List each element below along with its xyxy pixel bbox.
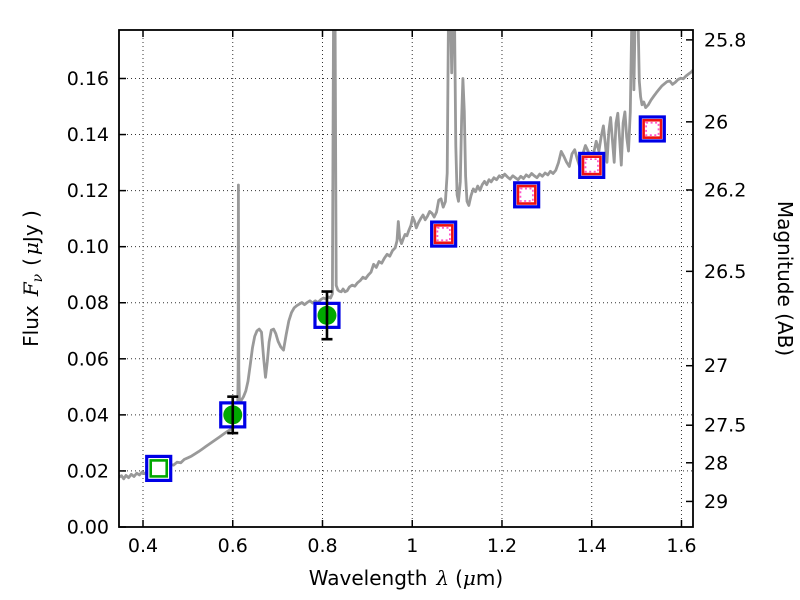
x-axis-label: Wavelength λ (μm) <box>309 566 503 590</box>
model-fit-dotted-square-marker <box>436 227 451 242</box>
model-fit-dotted-square-marker <box>645 121 660 137</box>
y-tick-label-flux: 0.10 <box>67 236 109 258</box>
y-tick-label-flux: 0.00 <box>67 517 109 539</box>
model-fit-dotted-square-marker <box>584 158 599 173</box>
photometry-point <box>578 151 606 179</box>
x-tick-label: 1 <box>406 535 418 557</box>
y-tick-label-flux: 0.06 <box>67 348 109 370</box>
axis-ticks <box>119 30 693 528</box>
photometry-point <box>145 454 173 483</box>
x-tick-label: 1.6 <box>666 535 696 557</box>
x-tick-label: 0.6 <box>218 535 248 557</box>
photometry-point <box>219 395 247 435</box>
tick-labels: 0.4 0.6 0.8 1 1.2 1.4 1.6 0.00 0.02 0.04 0.06 0.08 0… <box>67 29 747 557</box>
spectrum-layer <box>119 30 693 481</box>
y-tick-label-magnitude: 26 <box>704 111 728 133</box>
y-tick-label-flux: 0.02 <box>67 460 109 482</box>
x-tick-label: 1.4 <box>577 535 607 557</box>
y-tick-label-magnitude: 25.8 <box>704 29 746 51</box>
x-tick-label: 0.8 <box>307 535 337 557</box>
x-tick-label: 0.4 <box>128 535 158 557</box>
photometry-point <box>430 220 458 248</box>
y-axis-label-left: FluxFν(μJy ) <box>19 210 46 347</box>
photometry-layer <box>145 115 666 483</box>
y-tick-label-flux: 0.04 <box>67 404 109 426</box>
y-axis-label-right: Magnitude (AB) <box>773 201 797 356</box>
model-fit-dotted-square-marker <box>519 187 534 202</box>
y-tick-label-magnitude: 26.2 <box>704 179 746 201</box>
y-tick-label-magnitude: 28 <box>704 452 728 474</box>
photometry-point <box>638 115 666 143</box>
model-fit-square-marker <box>581 155 602 176</box>
y-tick-label-magnitude: 26.5 <box>704 261 746 283</box>
y-tick-label-magnitude: 27.5 <box>704 415 746 437</box>
axes-frame <box>118 29 694 528</box>
model-fit-square-marker <box>516 184 537 205</box>
y-tick-label-magnitude: 27 <box>704 355 728 377</box>
spectrum-line <box>119 30 693 481</box>
photometry-point <box>313 290 341 341</box>
model-fit-square-marker <box>433 224 454 245</box>
y-tick-label-flux: 0.14 <box>67 124 109 146</box>
y-tick-label-flux: 0.12 <box>67 180 109 202</box>
y-tick-label-flux: 0.16 <box>67 68 109 90</box>
plot-frame <box>118 29 694 528</box>
grid-lines <box>119 30 693 527</box>
photometry-point <box>513 181 541 209</box>
y-tick-label-flux: 0.08 <box>67 292 109 314</box>
detection-square-marker <box>149 459 169 478</box>
x-tick-label: 1.2 <box>487 535 517 557</box>
model-fit-square-marker <box>642 118 663 139</box>
y-tick-label-magnitude: 29 <box>704 491 728 513</box>
